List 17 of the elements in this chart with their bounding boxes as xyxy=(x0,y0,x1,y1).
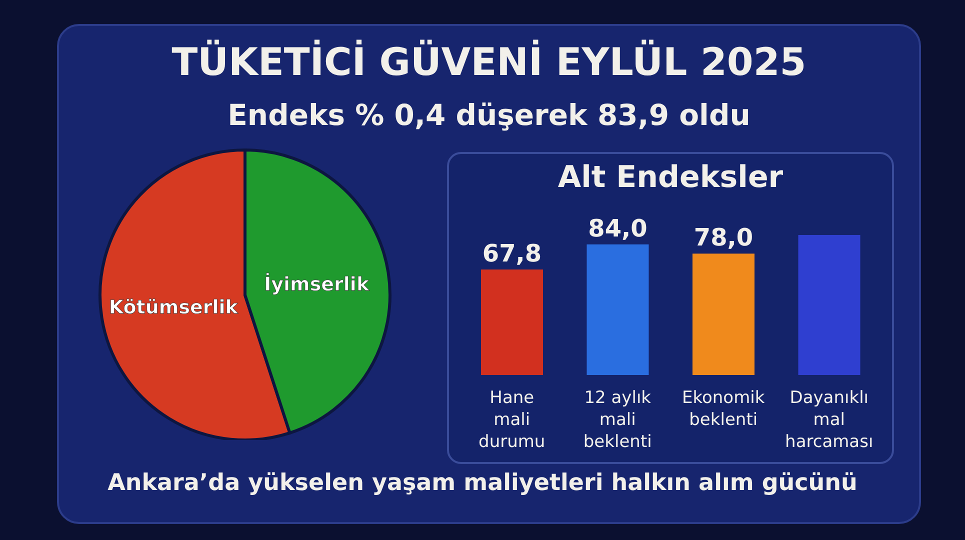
slice-label: İyimserlik xyxy=(264,272,370,296)
bar xyxy=(798,235,860,375)
text: Endeks % 0,4 düşerek 83,9 oldu xyxy=(226,98,752,132)
text: TÜKETİCİ GÜVENİ EYLÜL 2025 xyxy=(170,40,808,84)
data-label: 67,8 xyxy=(482,240,542,268)
x-tick-label: Ekonomik beklenti xyxy=(682,388,765,430)
chart-title: Alt Endeksler xyxy=(556,160,784,195)
slice-label: Kötümserlik xyxy=(108,296,238,318)
x-tick-label: Dayanıklı mal harcaması xyxy=(785,388,874,452)
x-tick-label: Hane mali durumu xyxy=(478,388,546,452)
x-tick-label: 12 aylık mali beklenti xyxy=(583,388,652,452)
bar xyxy=(586,244,649,375)
data-label: 78,0 xyxy=(694,224,754,252)
text: Ankara’da yükselen yaşam maliyetleri halkın alım gücünü xyxy=(106,470,858,496)
data-label: 84,0 xyxy=(588,214,648,242)
bar xyxy=(481,270,543,375)
bar xyxy=(692,254,754,375)
